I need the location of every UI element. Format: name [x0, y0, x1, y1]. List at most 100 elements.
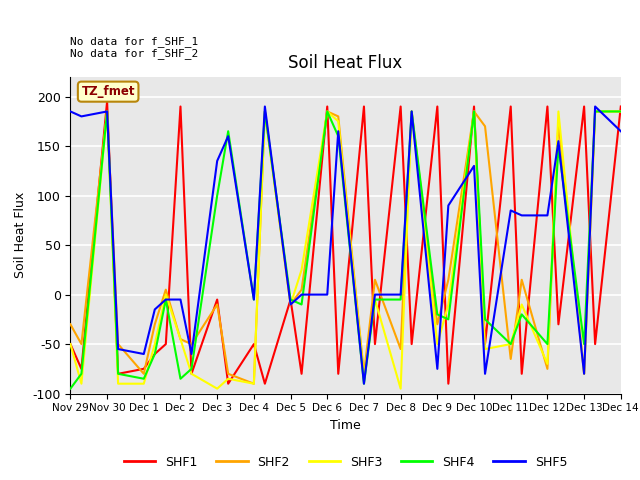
- SHF2: [433, 322, 441, 327]
- SHF5: [580, 371, 588, 377]
- SHF1: [433, 104, 441, 109]
- SHF1: [617, 104, 625, 109]
- SHF1: [371, 341, 379, 347]
- SHF3: [103, 108, 111, 114]
- SHF4: [213, 193, 221, 199]
- SHF3: [261, 108, 269, 114]
- SHF2: [591, 108, 599, 114]
- SHF4: [445, 316, 452, 322]
- SHF4: [617, 108, 625, 114]
- SHF1: [298, 371, 305, 377]
- SHF5: [617, 128, 625, 134]
- SHF4: [360, 381, 368, 386]
- SHF2: [335, 113, 342, 119]
- SHF5: [543, 213, 551, 218]
- SHF1: [591, 341, 599, 347]
- SHF5: [151, 307, 159, 312]
- SHF4: [298, 301, 305, 307]
- SHF4: [250, 297, 258, 302]
- SHF4: [77, 371, 85, 377]
- SHF3: [518, 301, 525, 307]
- SHF3: [177, 336, 184, 342]
- SHF1: [140, 366, 148, 372]
- SHF1: [335, 371, 342, 377]
- SHF5: [433, 366, 441, 372]
- SHF2: [162, 287, 170, 292]
- SHF1: [287, 297, 294, 302]
- SHF5: [67, 108, 74, 114]
- SHF3: [67, 341, 74, 347]
- SHF2: [470, 108, 478, 114]
- X-axis label: Time: Time: [330, 419, 361, 432]
- SHF5: [287, 301, 294, 307]
- SHF5: [177, 297, 184, 302]
- SHF2: [298, 287, 305, 292]
- SHF3: [77, 381, 85, 386]
- SHF2: [103, 108, 111, 114]
- SHF1: [77, 366, 85, 372]
- SHF4: [518, 312, 525, 317]
- SHF1: [408, 341, 415, 347]
- SHF5: [323, 292, 331, 298]
- SHF5: [555, 138, 563, 144]
- SHF4: [433, 312, 441, 317]
- Line: SHF4: SHF4: [70, 111, 621, 389]
- SHF2: [555, 119, 563, 124]
- SHF2: [250, 381, 258, 386]
- SHF5: [360, 381, 368, 386]
- SHF2: [225, 371, 232, 377]
- SHF1: [518, 371, 525, 377]
- SHF5: [298, 292, 305, 298]
- SHF3: [298, 267, 305, 273]
- Text: TZ_fmet: TZ_fmet: [81, 85, 135, 98]
- SHF4: [507, 341, 515, 347]
- SHF5: [518, 213, 525, 218]
- SHF5: [103, 108, 111, 114]
- SHF2: [360, 371, 368, 377]
- SHF4: [397, 297, 404, 302]
- SHF4: [177, 376, 184, 382]
- SHF3: [188, 371, 195, 377]
- SHF2: [151, 322, 159, 327]
- SHF4: [408, 108, 415, 114]
- SHF4: [287, 297, 294, 302]
- Line: SHF3: SHF3: [70, 111, 621, 389]
- SHF4: [162, 297, 170, 302]
- SHF1: [481, 341, 489, 347]
- SHF2: [518, 277, 525, 283]
- SHF4: [261, 108, 269, 114]
- SHF2: [481, 123, 489, 129]
- SHF3: [481, 346, 489, 352]
- SHF3: [591, 108, 599, 114]
- SHF2: [543, 366, 551, 372]
- SHF2: [188, 341, 195, 347]
- SHF2: [140, 371, 148, 377]
- SHF4: [115, 371, 122, 377]
- SHF5: [162, 297, 170, 302]
- SHF3: [213, 386, 221, 392]
- Title: Soil Heat Flux: Soil Heat Flux: [289, 54, 403, 72]
- SHF2: [261, 108, 269, 114]
- SHF4: [470, 108, 478, 114]
- SHF4: [323, 108, 331, 114]
- SHF3: [162, 292, 170, 298]
- SHF2: [213, 301, 221, 307]
- SHF4: [371, 297, 379, 302]
- SHF5: [507, 207, 515, 213]
- Y-axis label: Soil Heat Flux: Soil Heat Flux: [13, 192, 27, 278]
- SHF1: [162, 341, 170, 347]
- SHF4: [225, 128, 232, 134]
- SHF3: [335, 119, 342, 124]
- SHF4: [151, 351, 159, 357]
- SHF5: [140, 351, 148, 357]
- SHF1: [103, 99, 111, 105]
- SHF4: [543, 341, 551, 347]
- SHF1: [323, 104, 331, 109]
- SHF2: [67, 322, 74, 327]
- SHF3: [408, 108, 415, 114]
- SHF1: [445, 381, 452, 386]
- SHF3: [115, 381, 122, 386]
- SHF2: [408, 108, 415, 114]
- SHF1: [188, 371, 195, 377]
- SHF2: [323, 108, 331, 114]
